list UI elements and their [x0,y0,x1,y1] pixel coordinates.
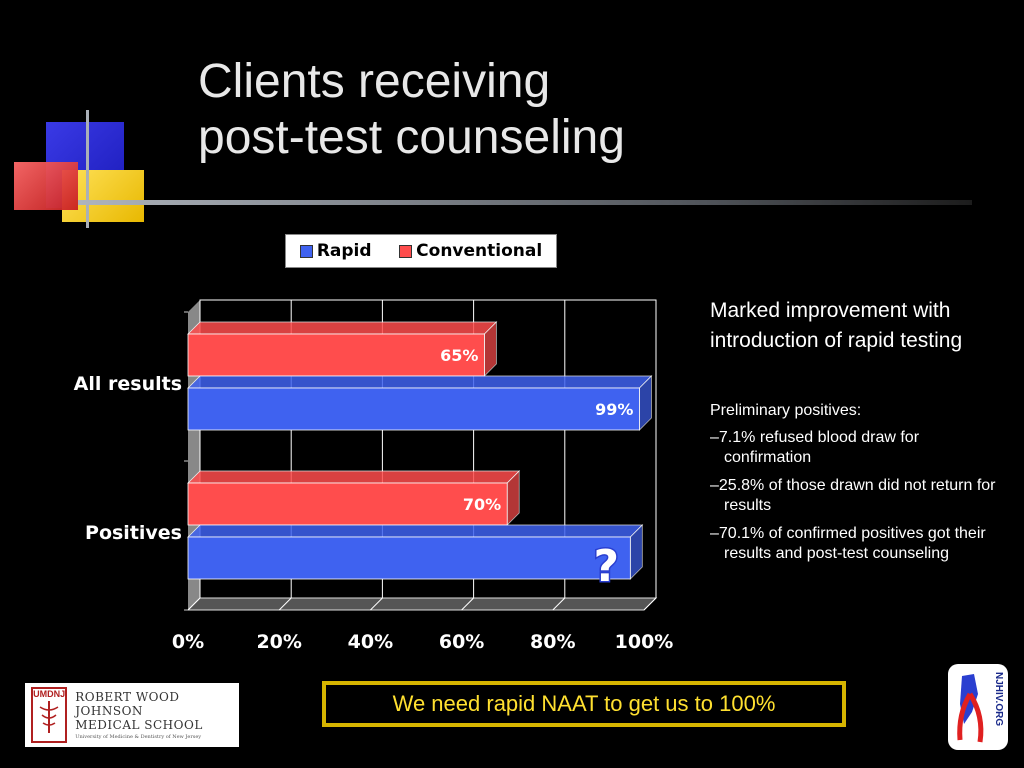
legend-label-conventional: Conventional [416,241,543,261]
bar-top-face [187,321,498,335]
question-mark-label: ? [594,541,620,592]
slide-title: Clients receiving post-test counseling [198,54,898,166]
prelim-note: –25.8% of those drawn did not return for… [710,477,996,514]
x-tick-label: 60% [439,631,484,653]
bar-top-face [187,524,644,538]
bar-rapid [187,387,640,431]
prelim-note: –7.1% refused blood draw for confirmatio… [710,429,920,466]
x-tick-label: 80% [530,631,575,653]
gridline-floor [187,597,201,611]
y-category-label: Positives [85,522,182,544]
rwj-medical-school-logo: UMDNJ ROBERT WOOD JOHNSON MEDICAL SCHOOL… [25,683,239,747]
x-tick-label: 100% [615,631,674,653]
rwj-text: ROBERT WOOD JOHNSON MEDICAL SCHOOL Unive… [75,690,233,740]
prelim-note: –70.1% of confirmed positives got their … [710,525,986,562]
rwj-line1: ROBERT WOOD JOHNSON [75,690,180,718]
x-tick-label: 0% [172,631,204,653]
chart-floor [186,597,658,611]
legend-swatch-conventional [399,244,413,258]
legend-item-rapid: Rapid [299,241,372,261]
legend-swatch-rapid [299,244,313,258]
callout-box: We need rapid NAAT to get us to 100% [322,681,846,727]
gridline-floor [370,597,383,611]
caduceus-icon [39,701,59,733]
prelim-heading: Preliminary positives: [710,402,862,419]
rwj-seal-icon: UMDNJ [31,687,68,743]
decor-horizontal-line [78,200,972,205]
gridline-floor [461,597,474,611]
gridline-floor [278,597,292,611]
slide-title-line2: post-test counseling [198,111,625,164]
callout-text: We need rapid NAAT to get us to 100% [326,685,842,723]
side-text: Marked improvement with introduction of … [710,296,1000,572]
bar-top-face [187,375,653,389]
gridline-floor [643,597,657,611]
data-label: 65% [440,346,478,365]
slide-title-line1: Clients receiving [198,55,551,108]
rwj-line3: University of Medicine & Dentistry of Ne… [75,734,202,740]
bar-conventional [187,482,508,526]
bar-top-face [187,470,521,484]
bar-conventional [187,333,485,377]
rwj-seal-text: UMDNJ [33,689,66,699]
side-headline: Marked improvement with introduction of … [710,299,963,352]
legend-label-rapid: Rapid [316,241,372,261]
legend-item-conventional: Conventional [399,241,542,261]
y-category-label: All results [74,373,182,395]
njhiv-logo: NJHIV.ORG [948,664,1008,750]
x-tick-label: 40% [348,631,393,653]
decor-vertical-line [86,110,89,228]
data-label: 99% [595,400,633,419]
rwj-line2: MEDICAL SCHOOL [75,718,203,732]
chart-legend: Rapid Conventional [285,234,557,268]
decor-red-square [14,162,78,210]
njhiv-text: NJHIV.ORG [993,672,1004,727]
data-label: 70% [463,495,501,514]
nj-ribbon-icon [957,674,984,743]
bar-rapid [187,536,631,580]
x-tick-label: 20% [256,631,301,653]
gridline-floor [552,597,566,611]
